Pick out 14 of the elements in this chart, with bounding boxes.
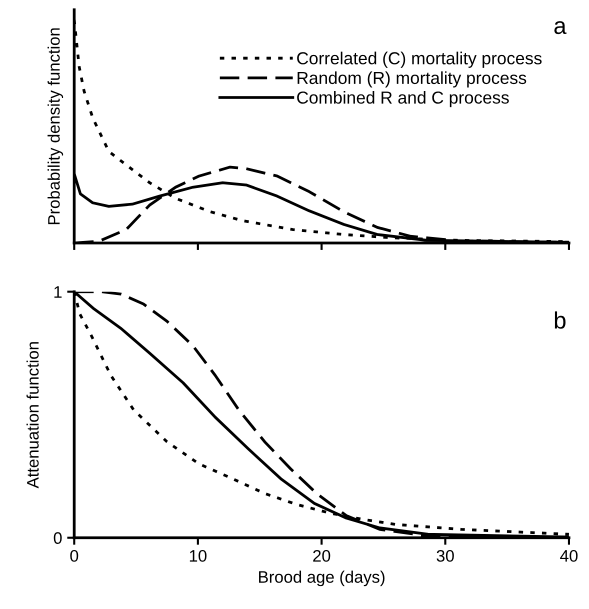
legend-label: Random (R) mortality process [298,71,526,88]
x-tick-label: 40 [560,550,578,562]
legend-label: Correlated (C) mortality process [297,52,542,68]
x-tick-label: 10 [190,550,207,562]
x-tick-label: 30 [436,550,454,562]
x-tick-label: 0 [70,550,78,562]
annotation: a [554,21,566,34]
annotation: b [554,311,566,329]
x-axis-title: Brood age (days) [259,570,384,586]
x-tick-label: 20 [313,550,330,562]
y-tick-label: 1 [54,286,62,298]
legend-label: Combined R and C process [297,90,509,108]
y-axis-title: Attenuation function [26,342,39,488]
y-axis-title: Probability density function [48,28,64,224]
